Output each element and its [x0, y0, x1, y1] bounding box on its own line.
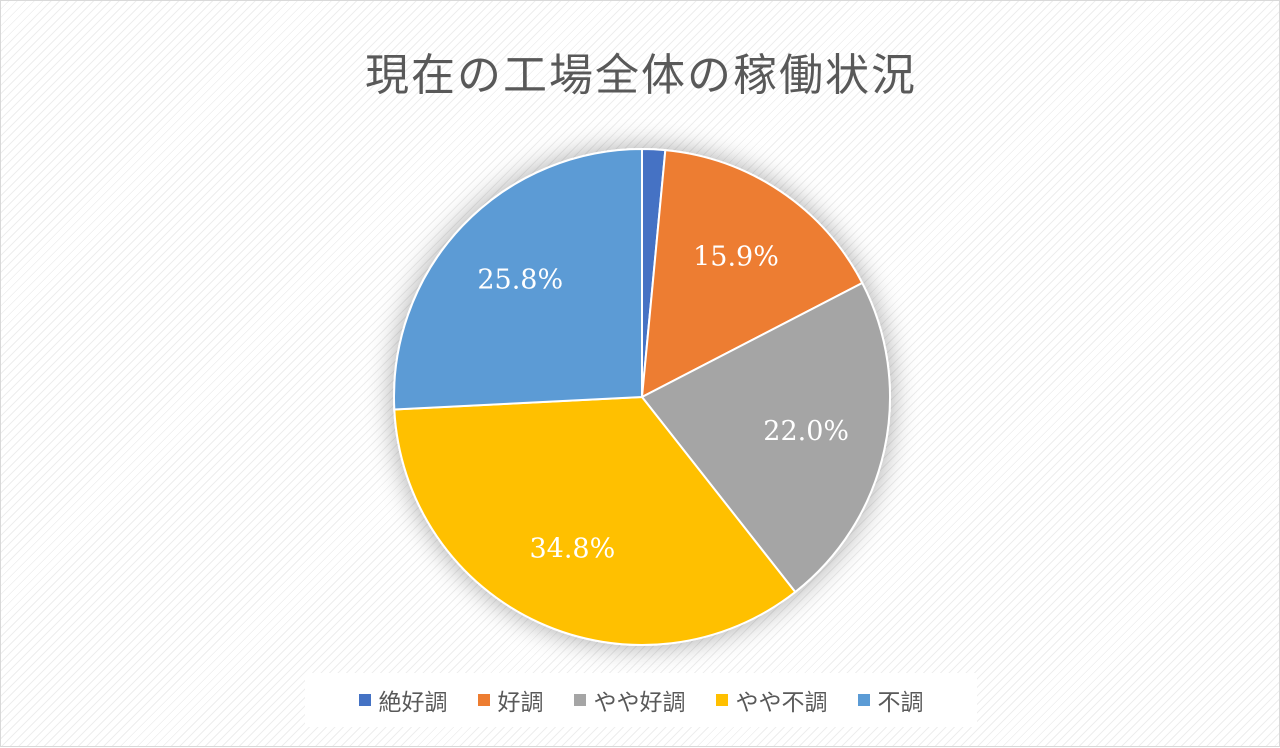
legend-swatch [573, 694, 586, 706]
legend-label: 好調 [497, 690, 544, 716]
pie-slice-2 [640, 281, 891, 594]
legend-label: やや不調 [735, 690, 828, 716]
legend-item-yaya-kouchou: やや好調 [573, 683, 686, 717]
legend-swatch [358, 694, 371, 706]
pie-slice-4 [393, 147, 643, 411]
data-label-3: 34.8% [529, 533, 615, 564]
legend: 絶好調 好調 やや好調 やや不調 不調 [305, 673, 977, 727]
legend-swatch [715, 694, 728, 706]
legend-item-zekkouchou: 絶好調 [358, 683, 448, 717]
pie-slice-1 [640, 149, 864, 399]
legend-item-yaya-fuchou: やや不調 [715, 683, 828, 717]
legend-label: やや好調 [593, 690, 686, 716]
legend-label: 不調 [877, 690, 924, 716]
data-label-1: 15.9% [693, 241, 779, 272]
data-labels: 15.9% 22.0% 34.8% 25.8% [477, 241, 849, 564]
chart-title: 現在の工場全体の稼働状況 [365, 50, 917, 101]
data-label-2: 22.0% [763, 416, 849, 447]
legend-label: 絶好調 [378, 690, 448, 716]
legend-item-fuchou: 不調 [857, 683, 924, 717]
pie-slices [393, 147, 891, 646]
pie-slice-3 [393, 395, 797, 646]
legend-swatch [477, 694, 490, 706]
data-label-4: 25.8% [477, 265, 563, 296]
legend-item-kouchou: 好調 [477, 683, 544, 717]
legend-swatch [857, 694, 870, 706]
